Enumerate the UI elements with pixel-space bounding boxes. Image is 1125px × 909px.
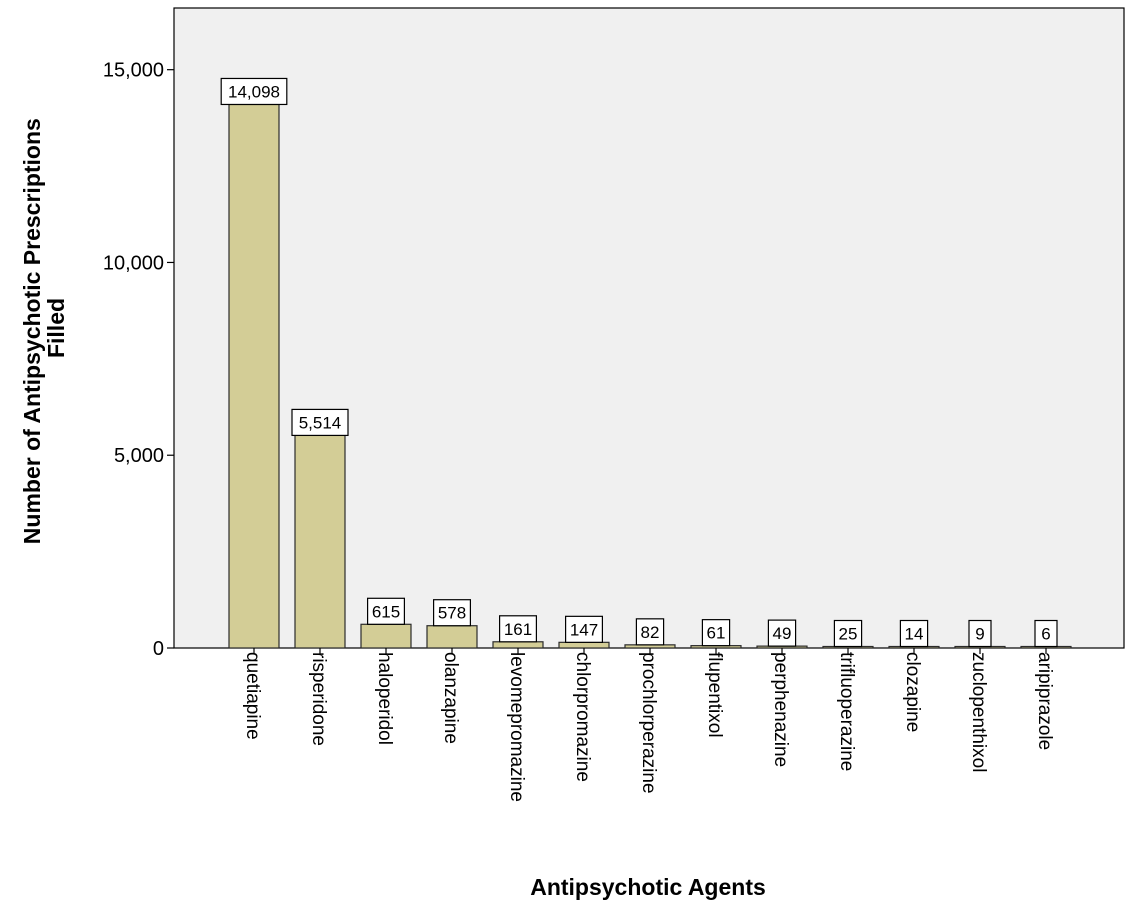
data-label-levomepromazine: 161 xyxy=(499,615,538,643)
data-label-olanzapine: 578 xyxy=(433,599,472,627)
x-category-label: olanzapine xyxy=(440,652,461,744)
data-label-box xyxy=(220,77,288,106)
y-tick-label: 5,000 xyxy=(114,445,164,467)
data-label-box xyxy=(499,615,538,643)
data-label-text: 578 xyxy=(438,604,466,623)
x-category-label: clozapine xyxy=(902,652,923,732)
x-axis: quetiapine risperidone haloperidol olanzapi… xyxy=(242,648,1055,802)
data-label-quetiapine: 14,098 xyxy=(220,77,288,106)
bar-chlorpromazine xyxy=(558,641,610,649)
data-label-aripiprazole: 6 xyxy=(1034,619,1058,648)
data-label-text: 82 xyxy=(641,623,660,642)
bar-quetiapine xyxy=(228,103,280,649)
data-label-box xyxy=(367,597,406,625)
data-label-box xyxy=(433,599,472,627)
x-category-label: perphenazine xyxy=(770,652,791,767)
data-label-text: 14,098 xyxy=(228,82,280,101)
x-category-label: zuclopenthixol xyxy=(968,652,989,772)
data-label-box xyxy=(833,619,863,648)
data-label-zuclopenthixol: 9 xyxy=(968,619,992,648)
y-tick-label: 10,000 xyxy=(103,252,164,274)
data-label-text: 161 xyxy=(504,620,532,639)
data-label-flupentixol: 61 xyxy=(701,619,731,647)
bar-levomepromazine xyxy=(492,641,544,649)
data-label-text: 9 xyxy=(975,625,984,644)
data-label-box xyxy=(635,618,665,646)
data-label-haloperidol: 615 xyxy=(367,597,406,625)
y-axis-title: Number of Antipsychotic Prescriptions Fi… xyxy=(19,112,69,544)
data-label-box xyxy=(291,408,349,437)
data-label-text: 615 xyxy=(372,602,400,621)
bar-risperidone xyxy=(294,434,346,649)
data-label-prochlorperazine: 82 xyxy=(635,618,665,646)
data-label-text: 147 xyxy=(570,620,598,639)
y-axis-title-line-2: Filled xyxy=(43,298,69,358)
data-label-text: 49 xyxy=(773,624,792,643)
x-category-label: haloperidol xyxy=(374,652,395,745)
data-label-box xyxy=(701,619,731,647)
data-label-text: 6 xyxy=(1041,625,1050,644)
x-category-label: trifluoperazine xyxy=(836,652,857,771)
data-label-text: 61 xyxy=(707,624,726,643)
data-label-box xyxy=(968,619,992,648)
data-label-box xyxy=(564,615,603,643)
data-label-text: 5,514 xyxy=(299,413,342,432)
data-label-box xyxy=(899,619,929,648)
data-label-chlorpromazine: 147 xyxy=(564,615,603,643)
data-label-box xyxy=(767,619,797,647)
x-category-label: aripiprazole xyxy=(1034,652,1055,750)
x-category-label: levomepromazine xyxy=(506,652,527,802)
y-tick-label: 15,000 xyxy=(103,60,164,82)
data-label-clozapine: 14 xyxy=(899,619,929,648)
y-tick-label: 0 xyxy=(153,638,164,660)
data-label-risperidone: 5,514 xyxy=(291,408,349,437)
x-axis-title: Antipsychotic Agents xyxy=(530,874,766,900)
x-category-label: risperidone xyxy=(308,652,329,746)
data-label-trifluoperazine: 25 xyxy=(833,619,863,648)
x-category-label: flupentixol xyxy=(704,652,725,738)
y-axis-title-line-1: Number of Antipsychotic Prescriptions xyxy=(19,118,45,544)
bar-haloperidol xyxy=(360,623,412,649)
bar-olanzapine xyxy=(426,625,478,649)
x-category-label: chlorpromazine xyxy=(572,652,593,782)
x-category-label: quetiapine xyxy=(242,652,263,740)
data-label-box xyxy=(1034,619,1058,648)
data-label-text: 25 xyxy=(839,625,858,644)
x-category-label: prochlorperazine xyxy=(638,652,659,794)
y-axis: 0 5,000 10,000 15,000 xyxy=(103,60,174,660)
data-label-perphenazine: 49 xyxy=(767,619,797,647)
data-label-text: 14 xyxy=(905,625,924,644)
data-labels-group: 14,098 5,514 615 578 161 147 82 61 49 25 14 9 6 xyxy=(220,77,1058,648)
